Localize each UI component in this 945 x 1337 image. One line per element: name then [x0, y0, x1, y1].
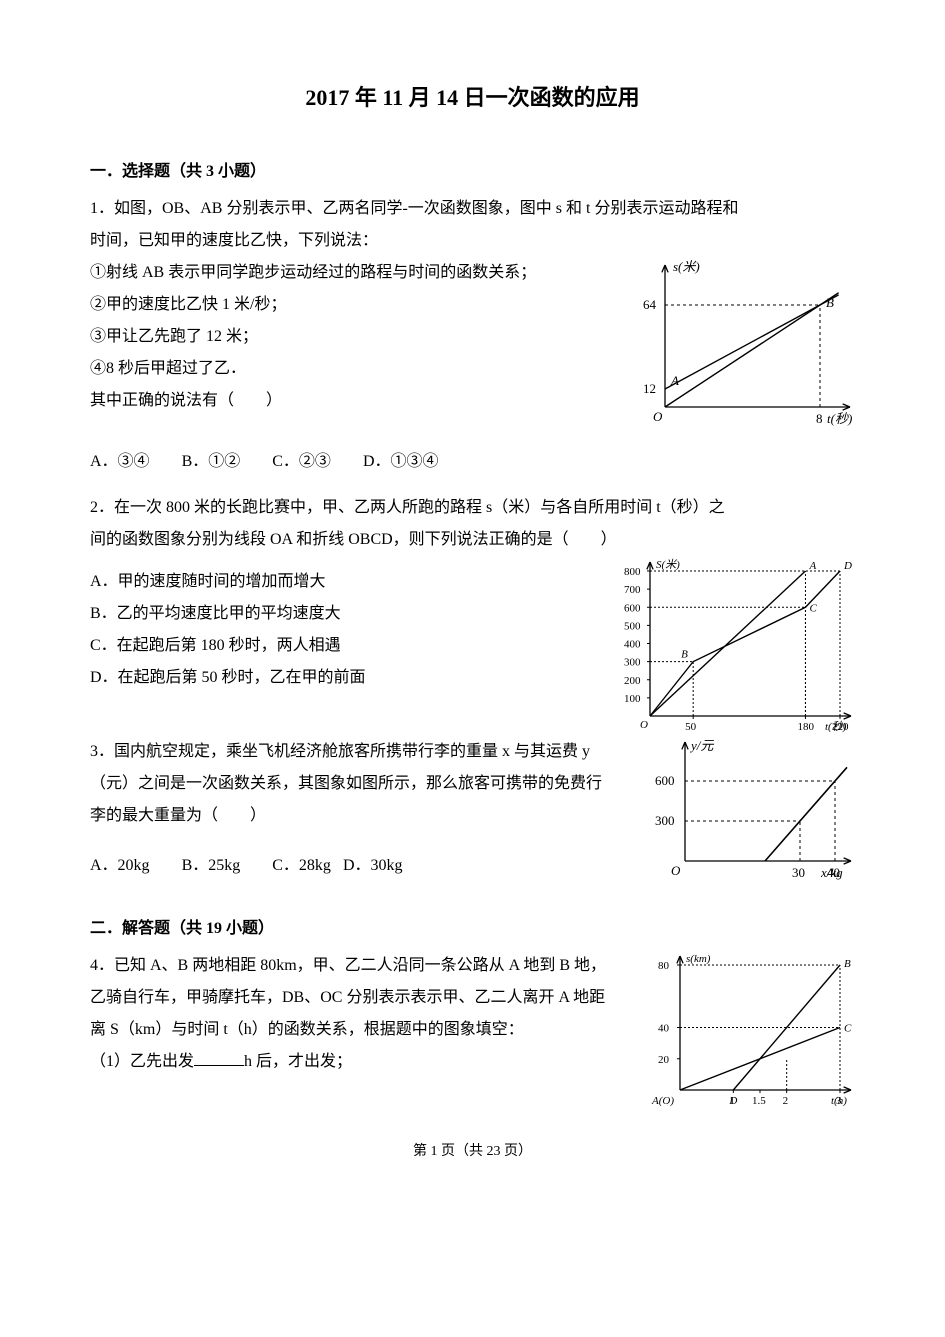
q4-stem-line3: 离 S（km）与时间 t（h）的函数关系，根据题中的图象填空： [90, 1014, 637, 1046]
svg-text:200: 200 [624, 675, 641, 687]
svg-text:700: 700 [624, 584, 641, 596]
svg-text:300: 300 [624, 657, 641, 669]
svg-text:A(O): A(O) [651, 1095, 674, 1107]
q4-blank[interactable] [194, 1049, 244, 1066]
q2-optA: A．甲的速度随时间的增加而增大 [90, 566, 607, 598]
svg-text:64: 64 [643, 297, 657, 312]
svg-text:40: 40 [827, 865, 840, 880]
q1-figure: s(米) t(秒) O 64 12 8 A B [635, 257, 855, 432]
svg-text:220: 220 [832, 721, 849, 733]
svg-text:O: O [640, 719, 648, 731]
q1-optC: C．②③ [272, 446, 331, 478]
svg-text:C: C [844, 1023, 852, 1035]
svg-text:A: A [808, 560, 816, 572]
svg-text:D: D [843, 560, 852, 572]
svg-text:600: 600 [655, 773, 675, 788]
svg-text:30: 30 [792, 865, 805, 880]
q4-blank-prefix: （1）乙先出发 [90, 1053, 194, 1070]
q1-stem-line1: 1．如图，OB、AB 分别表示甲、乙两名同学-一次函数图象，图中 s 和 t 分… [90, 193, 855, 225]
q3-stem-line1: 3．国内航空规定，乘坐飞机经济舱旅客所携带行李的重量 x 与其运费 y [90, 736, 647, 768]
q4-figure: s(km)t(h)A(O)20408011.523BCD [645, 950, 855, 1110]
section-2-head: 二．解答题（共 19 小题） [90, 914, 855, 938]
svg-text:80: 80 [658, 960, 670, 972]
svg-text:12: 12 [643, 381, 656, 396]
svg-text:S(米): S(米) [656, 558, 680, 571]
svg-text:s(米): s(米) [673, 259, 700, 274]
q3-row: 3．国内航空规定，乘坐飞机经济舱旅客所携带行李的重量 x 与其运费 y （元）之… [90, 736, 855, 896]
q3-optB: B．25kg [182, 850, 241, 882]
q2-optD: D．在起跑后第 50 秒时，乙在甲的前面 [90, 662, 607, 694]
svg-text:B: B [844, 958, 851, 970]
q2-stem-line2: 间的函数图象分别为线段 OA 和折线 OBCD，则下列说法正确的是（ ） [90, 524, 855, 556]
q4-stem-line1: 4．已知 A、B 两地相距 80km，甲、乙二人沿同一条公路从 A 地到 B 地… [90, 950, 637, 982]
q1-item5: 其中正确的说法有（ ） [90, 385, 627, 417]
q4-blank-suffix: h 后，才出发； [244, 1053, 352, 1070]
svg-text:O: O [671, 863, 681, 878]
q2-text-col: A．甲的速度随时间的增加而增大 B．乙的平均速度比甲的平均速度大 C．在起跑后第… [90, 566, 607, 694]
q3-text-col: 3．国内航空规定，乘坐飞机经济舱旅客所携带行李的重量 x 与其运费 y （元）之… [90, 736, 647, 896]
q1-optD: D．①③④ [363, 446, 439, 478]
q1-item1: ①射线 AB 表示甲同学跑步运动经过的路程与时间的函数关系； [90, 257, 627, 289]
q1-optB: B．①② [182, 446, 241, 478]
svg-text:C: C [809, 602, 817, 614]
q2-row: A．甲的速度随时间的增加而增大 B．乙的平均速度比甲的平均速度大 C．在起跑后第… [90, 556, 855, 736]
q4-chart: s(km)t(h)A(O)20408011.523BCD [645, 950, 855, 1110]
q1-chart: s(米) t(秒) O 64 12 8 A B [635, 257, 855, 432]
q3-optD: D．30kg [343, 850, 403, 882]
svg-text:400: 400 [624, 639, 641, 651]
svg-text:50: 50 [685, 721, 697, 733]
svg-text:B: B [681, 649, 688, 661]
q4-stem-line2: 乙骑自行车，甲骑摩托车，DB、OC 分别表示表示甲、乙二人离开 A 地距 [90, 982, 637, 1014]
q2-optB: B．乙的平均速度比甲的平均速度大 [90, 598, 607, 630]
svg-text:A: A [670, 373, 679, 388]
svg-text:8: 8 [816, 411, 823, 426]
svg-text:100: 100 [624, 693, 641, 705]
svg-text:800: 800 [624, 566, 641, 578]
q1-item3: ③甲让乙先跑了 12 米； [90, 321, 627, 353]
q3-optC: C．28kg [272, 850, 331, 882]
q1-optA: A．③④ [90, 446, 150, 478]
svg-text:2: 2 [783, 1095, 789, 1107]
q1-text-col: ①射线 AB 表示甲同学跑步运动经过的路程与时间的函数关系； ②甲的速度比乙快 … [90, 257, 627, 417]
svg-text:40: 40 [658, 1023, 670, 1035]
page: 2017 年 11 月 14 日一次函数的应用 一．选择题（共 3 小题） 1．… [0, 0, 945, 1200]
svg-text:D: D [728, 1095, 737, 1107]
q4-blank-line: （1）乙先出发 h 后，才出发； [90, 1046, 637, 1078]
q1-item2: ②甲的速度比乙快 1 米/秒； [90, 289, 627, 321]
svg-text:600: 600 [624, 602, 641, 614]
q3-chart: y/元x/kgO3006003040 [655, 736, 855, 881]
q1-options: A．③④ B．①② C．②③ D．①③④ [90, 446, 855, 478]
q3-optA: A．20kg [90, 850, 150, 882]
section-1-head: 一．选择题（共 3 小题） [90, 157, 855, 181]
q2-chart: S(米)t(秒)O1002003004005006007008005018022… [615, 556, 855, 736]
svg-text:500: 500 [624, 620, 641, 632]
q1-item4: ④8 秒后甲超过了乙． [90, 353, 627, 385]
page-title: 2017 年 11 月 14 日一次函数的应用 [90, 80, 855, 112]
svg-text:180: 180 [797, 721, 814, 733]
q1-row: ①射线 AB 表示甲同学跑步运动经过的路程与时间的函数关系； ②甲的速度比乙快 … [90, 257, 855, 432]
q3-figure: y/元x/kgO3006003040 [655, 736, 855, 881]
q3-stem-line2: （元）之间是一次函数关系，其图象如图所示，那么旅客可携带的免费行 [90, 768, 647, 800]
q4-text-col: 4．已知 A、B 两地相距 80km，甲、乙二人沿同一条公路从 A 地到 B 地… [90, 950, 637, 1078]
page-footer: 第 1 页（共 23 页） [90, 1140, 855, 1160]
svg-text:20: 20 [658, 1054, 670, 1066]
q2-figure: S(米)t(秒)O1002003004005006007008005018022… [615, 556, 855, 736]
svg-text:s(km): s(km) [686, 953, 711, 965]
svg-text:y/元: y/元 [689, 738, 714, 753]
q4-row: 4．已知 A、B 两地相距 80km，甲、乙二人沿同一条公路从 A 地到 B 地… [90, 950, 855, 1110]
svg-text:300: 300 [655, 813, 675, 828]
svg-text:1.5: 1.5 [752, 1095, 766, 1107]
q3-stem-line3: 李的最大重量为（ ） [90, 800, 647, 832]
q2-stem-line1: 2．在一次 800 米的长跑比赛中，甲、乙两人所跑的路程 s（米）与各自所用时间… [90, 492, 855, 524]
svg-text:t(秒): t(秒) [827, 411, 852, 426]
svg-text:3: 3 [836, 1095, 842, 1107]
svg-text:B: B [826, 295, 834, 310]
q3-options: A．20kg B．25kg C．28kg D．30kg [90, 850, 647, 882]
q1-stem-line2: 时间，已知甲的速度比乙快，下列说法： [90, 225, 855, 257]
q2-optC: C．在起跑后第 180 秒时，两人相遇 [90, 630, 607, 662]
svg-text:O: O [653, 409, 663, 424]
